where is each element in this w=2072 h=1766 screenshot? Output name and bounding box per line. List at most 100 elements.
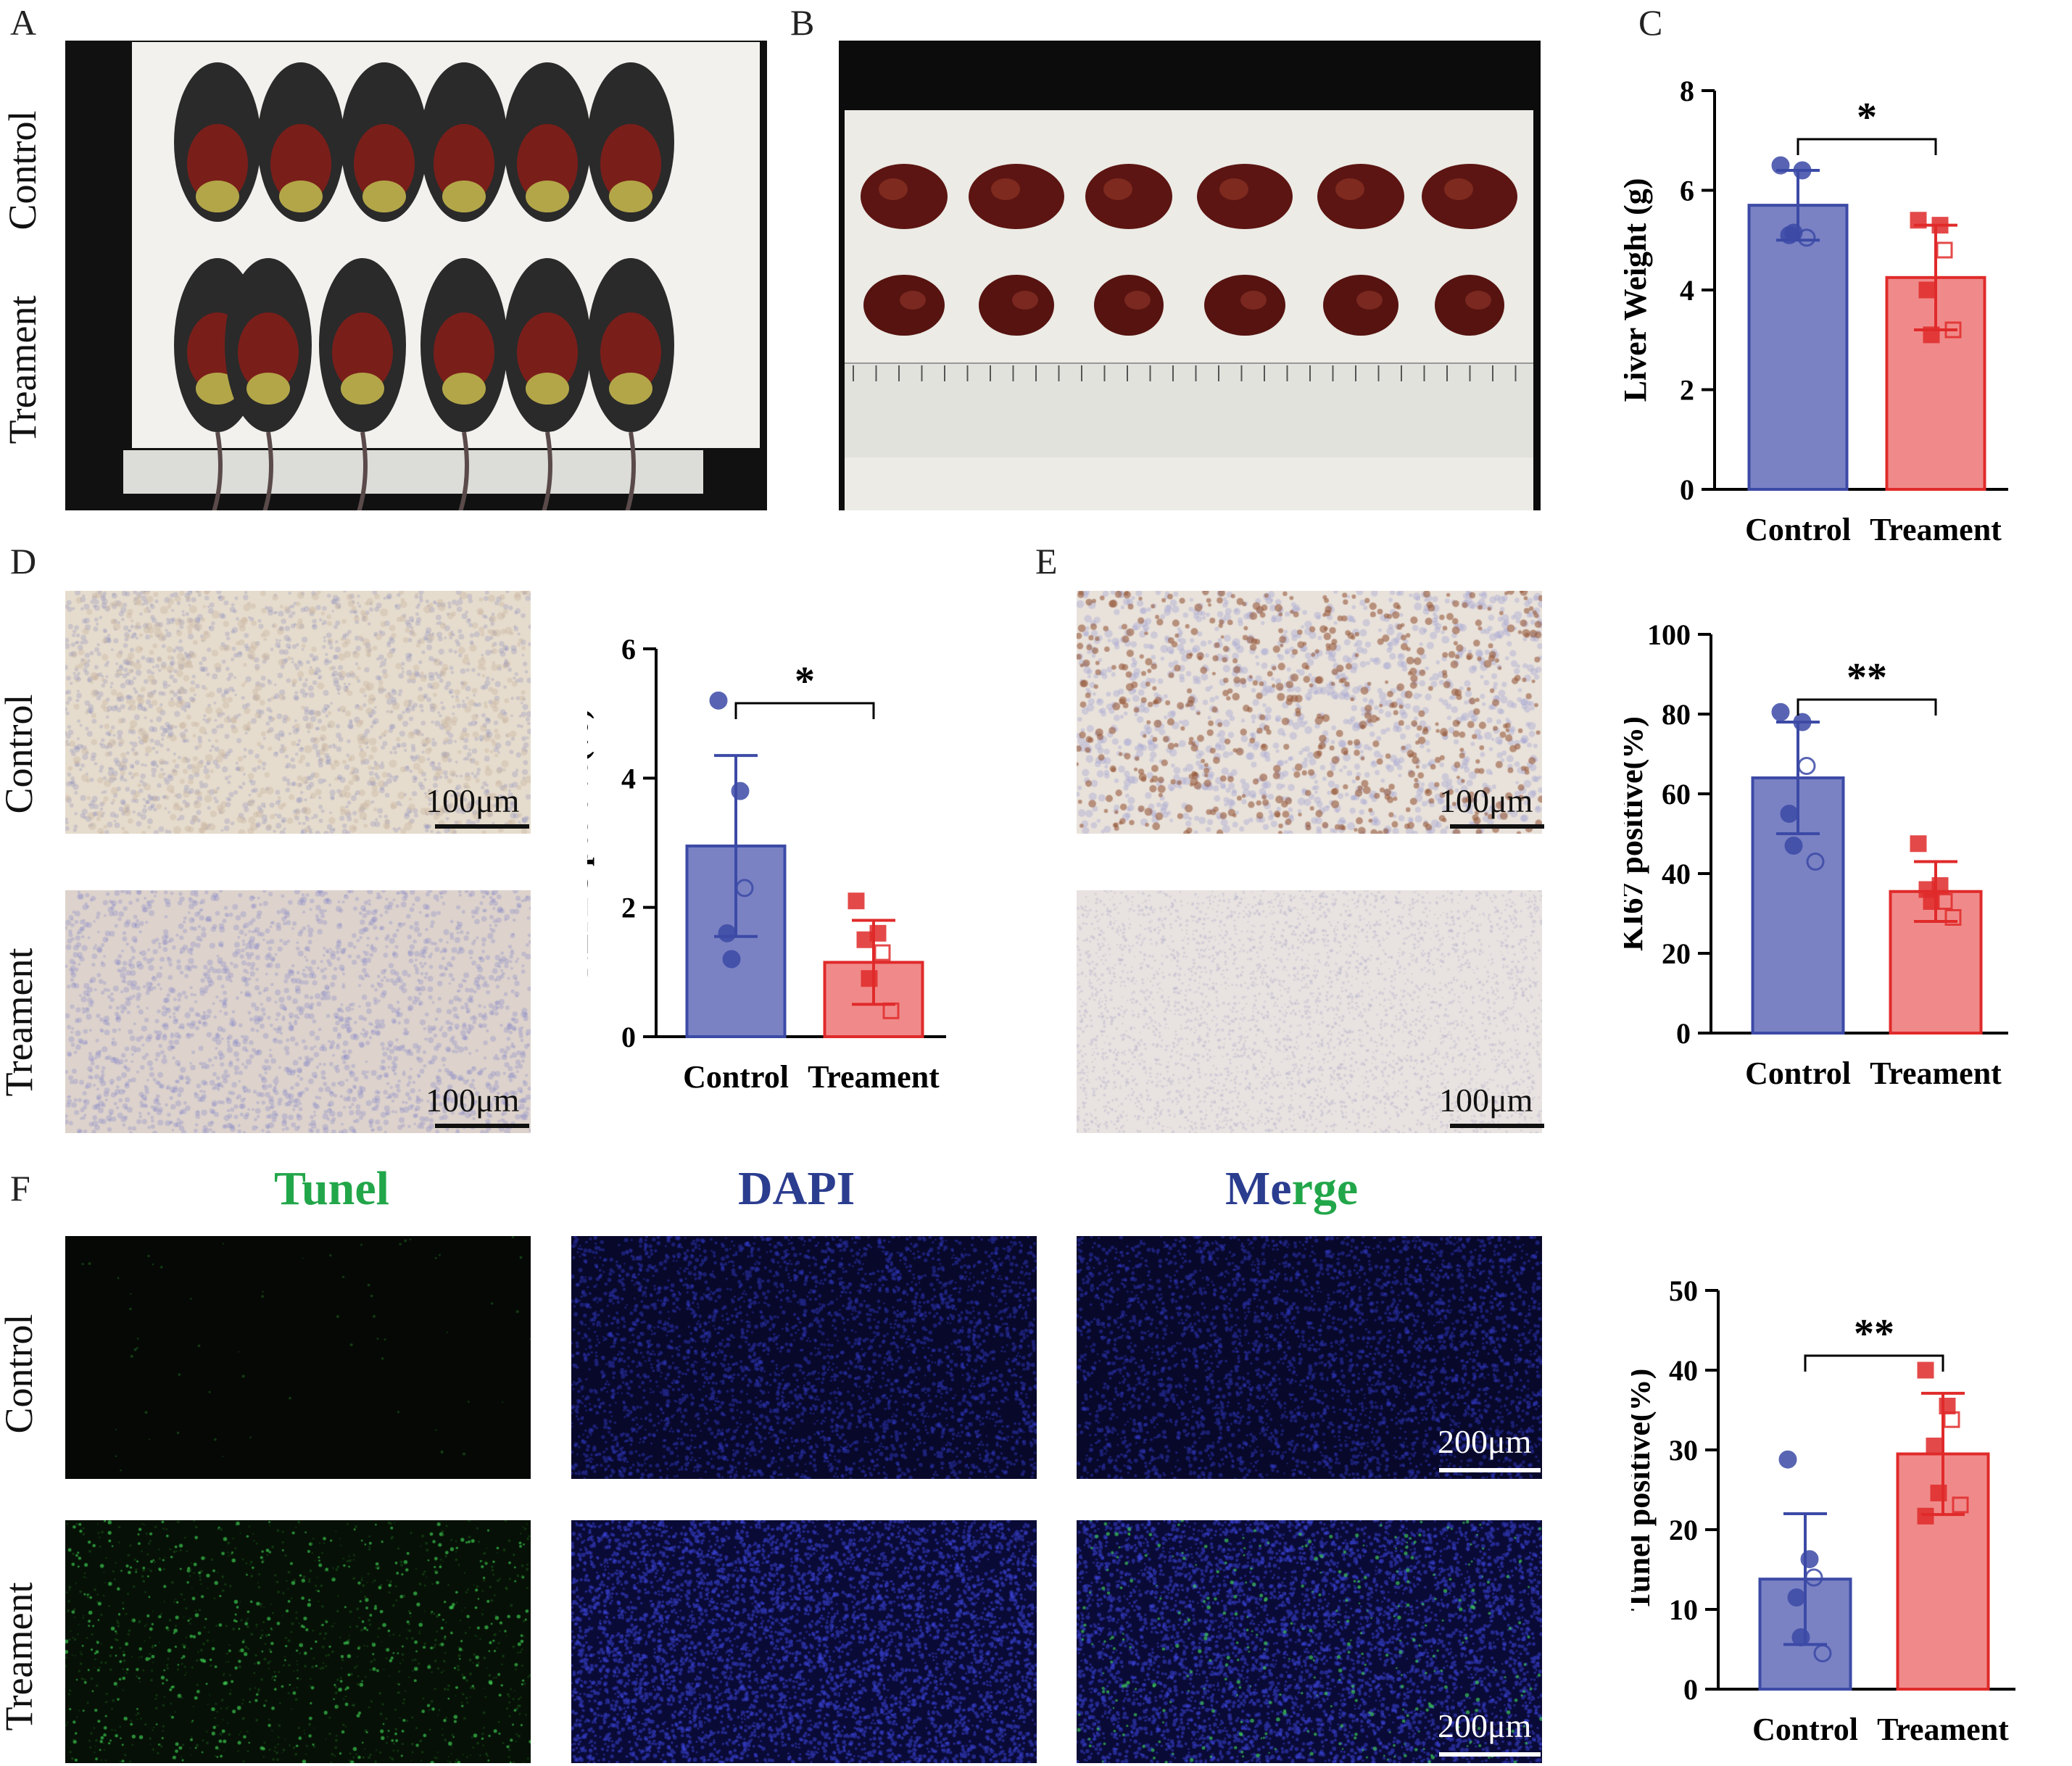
ki67-treatment-image — [1077, 890, 1542, 1133]
mouse-organ — [600, 124, 661, 204]
y-tick-label: 100 — [1647, 618, 1691, 651]
mouse-organ — [609, 373, 652, 405]
data-point — [1771, 702, 1790, 721]
dapi-channel-title: DAPI — [738, 1162, 855, 1215]
data-point — [1930, 1484, 1947, 1501]
data-point — [1806, 853, 1825, 871]
significance-bracket — [734, 702, 875, 719]
data-point — [722, 950, 741, 969]
category-label: Control — [1745, 1056, 1851, 1091]
mouse-organ — [196, 181, 239, 212]
scale-label: 200μm — [1438, 1707, 1532, 1744]
scale-label: 100μm — [426, 1082, 520, 1119]
liver-highlight — [1444, 178, 1473, 200]
row-label-control-f: Control — [0, 1314, 41, 1434]
mouse-organ — [341, 373, 384, 405]
panel-letter-c: C — [1638, 2, 1663, 43]
mouse-organ — [187, 124, 248, 204]
y-axis-label: Tunel positive(%) — [1631, 1369, 1657, 1612]
mouse-tail — [262, 431, 273, 510]
scale-label: 200μm — [1438, 1423, 1532, 1460]
data-point — [1952, 1496, 1969, 1514]
mouse-organ — [600, 312, 661, 392]
data-point — [1771, 156, 1790, 175]
mouse-tail — [212, 431, 223, 510]
panel-letter-b: B — [790, 2, 815, 43]
nlrp5-chart: 0 2 4 6 NLRP5 positive(%) Control Treament * — [587, 633, 946, 1095]
liver-control — [1317, 164, 1404, 229]
liver-control — [861, 164, 948, 229]
liver-highlight — [879, 178, 908, 200]
merge-channel-title: Merge — [1225, 1162, 1359, 1215]
significance-mark: * — [1857, 95, 1877, 140]
liver-highlight — [900, 291, 926, 310]
data-point — [1787, 1588, 1806, 1607]
data-point — [1793, 161, 1812, 180]
data-point — [1926, 1438, 1943, 1454]
y-tick-label: 0 — [1676, 1017, 1691, 1050]
data-point — [1784, 837, 1803, 855]
y-tick-label: 8 — [1680, 75, 1694, 107]
mouse-organ — [332, 312, 393, 392]
liver-highlight — [1335, 178, 1364, 200]
mouse-organ — [196, 373, 239, 405]
liver-control — [1197, 164, 1293, 229]
y-tick-label: 2 — [1680, 374, 1694, 407]
mouse-organ — [442, 373, 486, 405]
y-tick-label: 40 — [1662, 858, 1691, 890]
category-label: Treament — [1870, 1056, 2002, 1091]
data-point — [882, 1002, 900, 1019]
data-point — [1944, 321, 1962, 339]
data-point — [735, 879, 754, 897]
y-tick-label: 0 — [1680, 473, 1694, 506]
row-label-control-a: Control — [1, 110, 44, 231]
nlrp5-treatment-image — [65, 890, 531, 1133]
category-label: Treament — [808, 1059, 940, 1095]
liver-highlight — [991, 178, 1020, 200]
y-tick-label: 40 — [1669, 1354, 1698, 1387]
scale-bar — [1450, 1124, 1544, 1128]
y-tick-label: 6 — [621, 633, 636, 666]
tunel-channel-title: Tunel — [274, 1162, 390, 1215]
significance-bracket — [1797, 138, 1937, 155]
mouse-tail — [458, 431, 469, 510]
y-tick-label: 4 — [621, 762, 636, 795]
liver-weight-chart: 0 2 4 6 8 Liver Weight (g) Control Treament * — [1624, 75, 2008, 547]
significance-mark: ** — [1854, 1311, 1894, 1356]
tunel-treatment-image — [65, 1520, 531, 1763]
mouse-tail — [625, 431, 636, 510]
y-tick-label: 0 — [1683, 1673, 1698, 1706]
scale-label: 100μm — [1439, 1082, 1533, 1119]
liver-control — [1422, 164, 1517, 229]
data-point — [1910, 212, 1927, 229]
mouse-organ — [434, 312, 494, 392]
row-label-treatment-d: Treament — [0, 948, 41, 1097]
liver-highlight — [1219, 178, 1248, 200]
y-tick-label: 10 — [1669, 1593, 1698, 1626]
data-point — [1944, 909, 1962, 926]
data-point — [1797, 757, 1816, 775]
category-label: Control — [683, 1059, 789, 1095]
data-point — [1791, 1628, 1810, 1646]
panel-letter-e: E — [1035, 541, 1058, 581]
y-axis-label: Liver Weight (g) — [1624, 178, 1653, 402]
liver-highlight — [1356, 291, 1383, 310]
data-point — [1923, 326, 1940, 344]
scale-bar — [1450, 824, 1544, 829]
liver-control — [969, 164, 1064, 229]
nlrp5-control-image — [65, 591, 531, 834]
y-tick-label: 30 — [1669, 1434, 1698, 1467]
data-point — [1910, 835, 1927, 853]
scale-bar — [1439, 1752, 1541, 1757]
mouse-organ — [517, 124, 578, 204]
tunel-chart: 0 10 20 30 40 50 Tunel positive(%) Control Tream… — [1631, 1274, 2015, 1747]
mouse-organ — [354, 124, 415, 204]
mouse-tail — [357, 431, 368, 510]
row-label-treatment-a: Treament — [1, 295, 44, 444]
significance-bracket — [1797, 698, 1937, 716]
significance-bracket — [1804, 1354, 1944, 1372]
data-point — [1923, 893, 1940, 910]
row-label-treatment-f: Treament — [0, 1582, 41, 1731]
data-point — [1943, 1411, 1960, 1428]
scale-bar — [435, 824, 529, 829]
